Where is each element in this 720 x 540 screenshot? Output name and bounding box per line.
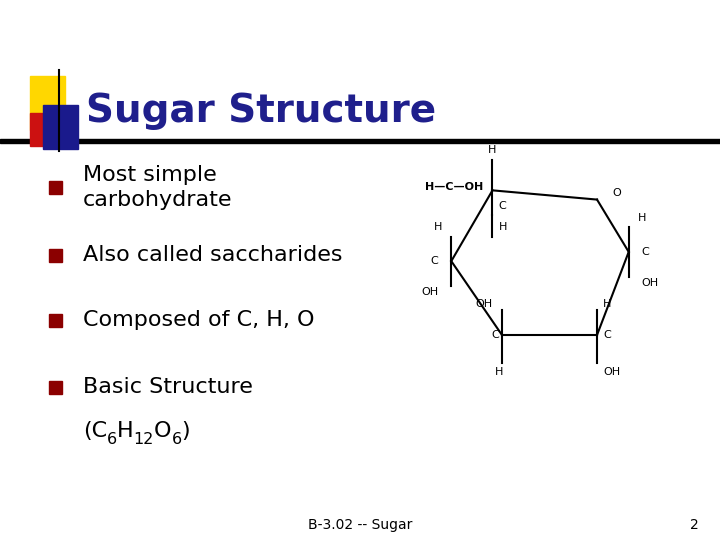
Text: H: H (488, 145, 497, 156)
Text: H: H (499, 222, 507, 232)
Text: Most simple
carbohydrate: Most simple carbohydrate (83, 165, 233, 210)
Text: H: H (495, 367, 503, 377)
Text: 12: 12 (134, 432, 154, 447)
Text: OH: OH (475, 299, 492, 309)
Bar (0, 139, 720, 143)
Text: 6: 6 (171, 432, 181, 447)
Text: H: H (638, 213, 647, 223)
Text: C: C (491, 330, 499, 340)
Text: H: H (433, 222, 442, 232)
Text: 2: 2 (690, 518, 698, 532)
Text: H—C—OH: H—C—OH (425, 183, 483, 192)
Text: 6: 6 (107, 432, 117, 447)
Text: C: C (603, 330, 611, 340)
Text: C: C (499, 201, 507, 211)
Text: OH: OH (421, 287, 438, 297)
Text: Also called saccharides: Also called saccharides (83, 245, 342, 265)
Text: (C: (C (83, 421, 107, 441)
Text: OH: OH (642, 278, 659, 288)
Text: H: H (117, 421, 134, 441)
Text: ): ) (181, 421, 190, 441)
Text: Composed of C, H, O: Composed of C, H, O (83, 309, 315, 330)
Bar (49, 381, 62, 394)
Text: OH: OH (603, 367, 621, 377)
Text: C: C (431, 256, 438, 266)
Text: Sugar Structure: Sugar Structure (86, 92, 436, 130)
Text: B-3.02 -- Sugar: B-3.02 -- Sugar (308, 518, 412, 532)
Text: O: O (154, 421, 171, 441)
Text: Basic Structure: Basic Structure (83, 377, 253, 397)
Text: O: O (613, 188, 621, 198)
Bar (49, 314, 62, 327)
Bar (30, 113, 65, 146)
Bar (43, 105, 78, 148)
Text: H: H (603, 299, 612, 309)
Bar (49, 249, 62, 262)
Bar (49, 181, 62, 194)
Text: C: C (642, 247, 649, 257)
Bar (30, 76, 65, 130)
